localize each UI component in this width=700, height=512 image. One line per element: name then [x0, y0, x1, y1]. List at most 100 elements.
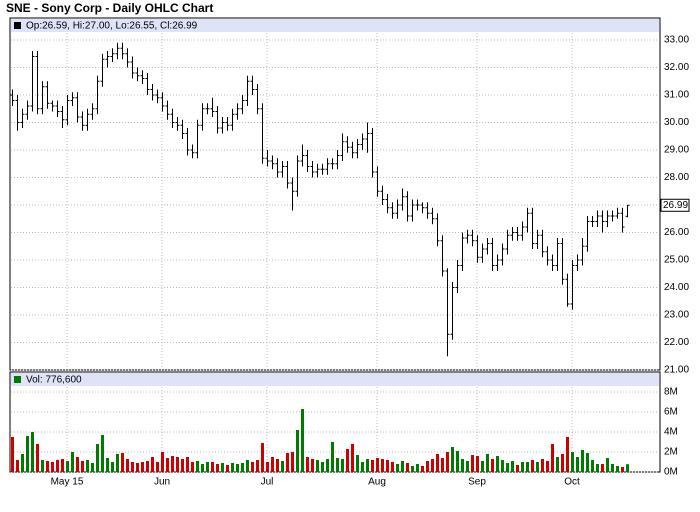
volume-bar: [16, 460, 19, 472]
volume-bar: [496, 456, 499, 472]
volume-bar: [271, 457, 274, 472]
volume-bar: [451, 447, 454, 472]
volume-bar: [181, 459, 184, 472]
chart-title: SNE - Sony Corp - Daily OHLC Chart: [6, 1, 213, 15]
volume-bar: [551, 444, 554, 472]
volume-bar: [41, 460, 44, 472]
x-tick-label: Jun: [154, 477, 170, 488]
volume-bar: [401, 461, 404, 472]
y-tick-label: 28.00: [664, 172, 689, 183]
volume-bar: [91, 463, 94, 472]
volume-bar: [436, 454, 439, 472]
volume-bar: [351, 444, 354, 472]
last-price-box: [660, 198, 690, 212]
volume-bar: [286, 453, 289, 472]
volume-bar: [251, 462, 254, 472]
volume-bar: [171, 456, 174, 472]
volume-bar: [76, 457, 79, 472]
volume-bar: [51, 462, 54, 472]
y-tick-label: 31.00: [664, 90, 689, 101]
volume-bar: [161, 452, 164, 472]
volume-bar: [226, 465, 229, 472]
volume-bar: [616, 466, 619, 472]
volume-bar: [206, 462, 209, 472]
volume-bar: [486, 454, 489, 472]
volume-bar: [386, 460, 389, 472]
volume-bar: [106, 458, 109, 472]
volume-bar: [511, 461, 514, 472]
volume-bar: [101, 435, 104, 472]
y2-tick-label: 2M: [664, 447, 678, 458]
volume-bar: [221, 463, 224, 472]
volume-bar: [261, 443, 264, 472]
volume-bar: [96, 444, 99, 472]
volume-bar: [501, 460, 504, 472]
volume-bar: [156, 462, 159, 472]
volume-bar: [361, 462, 364, 472]
volume-bar: [381, 459, 384, 472]
volume-bar: [411, 466, 414, 472]
volume-bar: [481, 461, 484, 472]
y-tick-label: 21.00: [664, 365, 689, 376]
volume-bar: [446, 452, 449, 472]
volume-bar: [151, 457, 154, 472]
volume-bar: [191, 462, 194, 472]
volume-bar: [421, 466, 424, 472]
volume-bar: [491, 459, 494, 472]
volume-bar: [536, 462, 539, 472]
y2-tick-label: 4M: [664, 427, 678, 438]
volume-bar: [86, 460, 89, 472]
volume-bar: [246, 460, 249, 472]
volume-bar: [211, 462, 214, 472]
y-tick-label: 30.00: [664, 117, 689, 128]
y-tick-label: 33.00: [664, 35, 689, 46]
y-tick-label: 24.00: [664, 282, 689, 293]
volume-bar: [291, 452, 294, 472]
volume-bar: [546, 461, 549, 472]
volume-bar: [166, 458, 169, 472]
volume-bar: [296, 430, 299, 472]
volume-bar: [281, 461, 284, 472]
volume-bar: [21, 454, 24, 472]
volume-bar: [471, 455, 474, 472]
volume-bar: [256, 460, 259, 472]
volume-bar: [266, 462, 269, 472]
y-tick-label: 23.00: [664, 310, 689, 321]
volume-bar: [321, 462, 324, 472]
volume-bar: [11, 437, 14, 472]
y2-tick-label: 6M: [664, 407, 678, 418]
y-tick-label: 25.00: [664, 255, 689, 266]
volume-bar: [136, 463, 139, 472]
volume-bar: [376, 458, 379, 472]
volume-bar: [406, 463, 409, 472]
volume-bar: [576, 457, 579, 472]
volume-bar: [276, 459, 279, 472]
volume-bar: [391, 462, 394, 472]
volume-bar: [336, 458, 339, 472]
volume-bar: [316, 460, 319, 472]
volume-bar: [301, 409, 304, 472]
volume-bar: [426, 461, 429, 472]
volume-bar: [26, 436, 29, 472]
volume-bar: [346, 449, 349, 472]
volume-bar: [176, 457, 179, 472]
volume-bar: [36, 444, 39, 472]
volume-bar: [311, 459, 314, 472]
volume-bar: [456, 451, 459, 472]
volume-bar: [591, 460, 594, 472]
volume-bar: [571, 452, 574, 472]
volume-bar: [626, 464, 629, 472]
volume-bar: [111, 462, 114, 472]
volume-bar: [81, 461, 84, 472]
y2-tick-label: 0M: [664, 467, 678, 478]
volume-legend: Vol: 776,600: [26, 375, 82, 386]
y-tick-label: 32.00: [664, 62, 689, 73]
volume-bar: [66, 461, 69, 472]
volume-bar: [356, 455, 359, 472]
volume-bar: [341, 459, 344, 472]
volume-bar: [466, 461, 469, 472]
y2-tick-label: 8M: [664, 387, 678, 398]
volume-bar: [31, 432, 34, 472]
volume-bar: [506, 463, 509, 472]
volume-bar: [441, 458, 444, 472]
